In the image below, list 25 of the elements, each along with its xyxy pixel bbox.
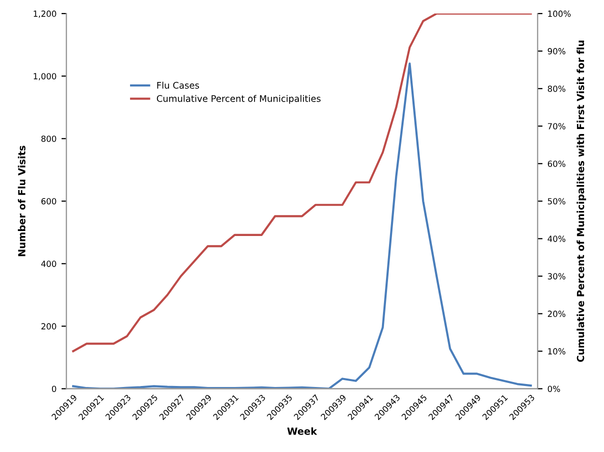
line-series: [72, 62, 532, 389]
y-tick-label: 1,200: [34, 10, 56, 18]
y2-tick-label: 50%: [548, 198, 566, 204]
y-tick-label: 200: [41, 323, 56, 330]
y2-tick-label: 0%: [548, 386, 560, 392]
y2-tick-label: 20%: [548, 310, 566, 317]
y-tick-label: 1,000: [34, 73, 56, 80]
y2-tick-label: 60%: [548, 160, 566, 167]
y-tick-label: 0: [52, 386, 56, 392]
y-tick-label: 800: [41, 136, 56, 142]
y2-tick-label: 90%: [548, 48, 566, 54]
y2-tick-label: 40%: [548, 236, 566, 242]
legend-label: Cumulative Percent of Municipalities: [156, 94, 321, 104]
legend-label: Flu Cases: [157, 82, 200, 89]
x-axis-title: Week: [287, 427, 318, 435]
y2-tick-label: 70%: [548, 123, 566, 130]
y-tick-label: 400: [41, 260, 56, 267]
y2-tick-label: 10%: [548, 348, 566, 354]
line-series: [72, 14, 532, 352]
y2-tick-label: 30%: [548, 273, 566, 280]
y-axis-title: Number of Flu Visits: [18, 146, 26, 256]
y2-tick-label: 80%: [548, 86, 566, 92]
y2-axis-title: Cumulative Percent of Municipalities with First Visit for flu: [576, 40, 586, 362]
y2-tick-label: 100%: [548, 10, 571, 17]
y-tick-label: 600: [41, 198, 56, 204]
